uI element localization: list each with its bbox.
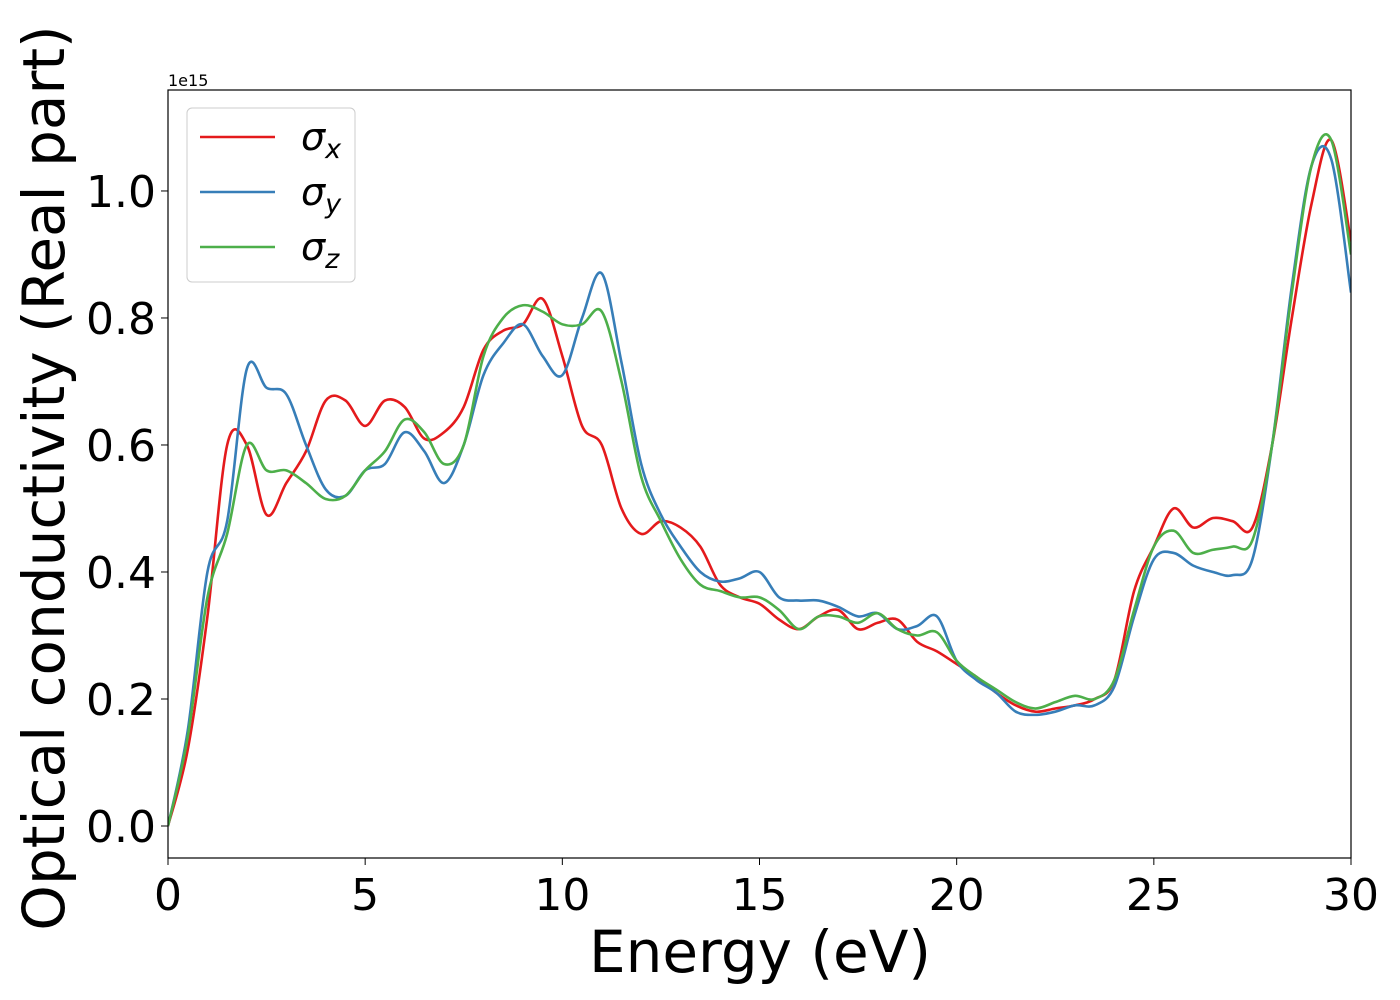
y-tick-label: 0.4 — [86, 548, 156, 599]
x-tick-label: 20 — [929, 870, 985, 921]
legend-label: σx — [301, 115, 342, 165]
y-tick-label: 0.0 — [86, 802, 156, 853]
y-tick-label: 0.2 — [86, 675, 156, 726]
y-tick-label: 1.0 — [86, 167, 156, 218]
y-axis-label: Optical conductivity (Real part) — [10, 25, 78, 930]
y-tick-label: 0.6 — [86, 421, 156, 472]
legend-label: σz — [301, 225, 340, 275]
x-axis-label: Energy (eV) — [589, 918, 931, 986]
x-tick-label: 10 — [534, 870, 590, 921]
y-tick-label: 0.8 — [86, 294, 156, 345]
x-tick-label: 30 — [1323, 870, 1379, 921]
x-tick-label: 0 — [154, 870, 182, 921]
plot-frame — [167, 89, 1352, 859]
x-tick-label: 25 — [1126, 870, 1182, 921]
series-line — [168, 133, 1351, 827]
x-tick-label: 15 — [732, 870, 788, 921]
legend-label: σy — [301, 170, 342, 220]
y-offset-label: 1e15 — [168, 71, 208, 90]
legend-box — [186, 107, 356, 283]
x-tick-label: 5 — [351, 870, 379, 921]
series-line — [168, 138, 1351, 827]
